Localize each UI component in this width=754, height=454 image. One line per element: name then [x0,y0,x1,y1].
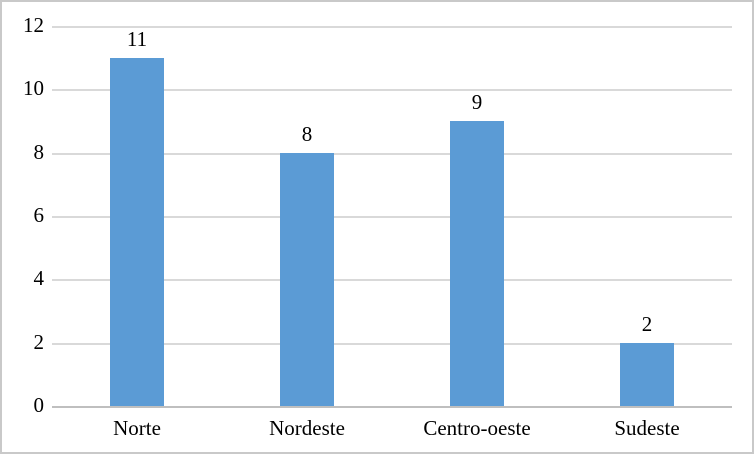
gridline [52,89,732,92]
x-axis-category-label: Nordeste [269,416,345,440]
x-axis-category-label: Sudeste [614,416,680,440]
y-axis-tick-label: 10 [23,76,44,101]
plot-area: 0 2 4 6 8 10 12 11 Norte 8 Nordeste 9 Centro-oeste 2 S… [23,13,732,440]
gridline [52,152,732,155]
y-axis-tick-label: 2 [33,329,45,354]
bar [620,342,674,406]
bar-value-label: 8 [301,121,313,146]
y-axis-tick-label: 0 [33,393,45,417]
bar-value-label: 11 [126,26,148,51]
y-axis-tick-label: 6 [33,203,45,227]
bar [280,152,334,406]
y-axis-tick-label: 12 [23,13,44,37]
x-axis-category-label: Centro-oeste [423,416,531,440]
bar-value-label: 9 [471,90,483,114]
bar-value-label: 2 [641,311,653,336]
gridline [52,216,732,218]
y-axis-tick-label: 8 [33,139,45,164]
x-axis-line [52,406,732,408]
gridline [52,279,732,282]
bar [450,121,504,406]
gridline [52,26,732,28]
y-axis-tick-label: 4 [33,266,45,291]
gridline [52,342,732,345]
x-axis-category-label: Norte [113,416,161,440]
bar [110,57,164,406]
